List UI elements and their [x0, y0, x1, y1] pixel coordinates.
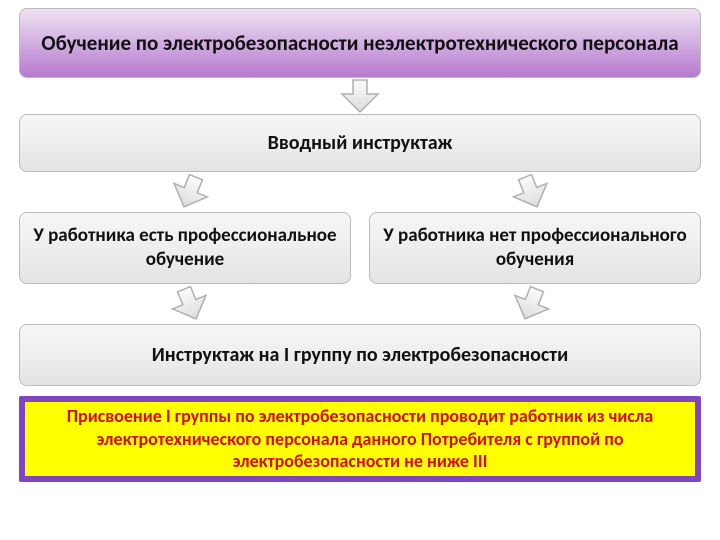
- arrow-down-left-icon: [160, 172, 220, 212]
- split-row: У работника есть профессиональное обучен…: [19, 212, 701, 284]
- split-right-box: У работника нет профессионального обучен…: [369, 212, 701, 284]
- header-label: Обучение по электробезопасности неэлектр…: [41, 30, 678, 56]
- split-left-box: У работника есть профессиональное обучен…: [19, 212, 351, 284]
- split-right-label: У работника нет профессионального обучен…: [380, 224, 690, 272]
- footer-outer: Присвоение I группы по электробезопаснос…: [19, 396, 701, 482]
- arrow-row-3: [19, 284, 701, 324]
- arrow-down-icon: [338, 78, 382, 114]
- arrow-row-1: [19, 78, 701, 114]
- row4-label: Инструктаж на I группу по электробезопас…: [152, 343, 568, 368]
- row2-label: Вводный инструктаж: [268, 131, 453, 156]
- flowchart-canvas: Обучение по электробезопасности неэлектр…: [0, 0, 720, 540]
- header-box: Обучение по электробезопасности неэлектр…: [19, 8, 701, 78]
- arrow-down-right-icon: [501, 172, 561, 212]
- arrow-row-2: [19, 172, 701, 212]
- row2-box: Вводный инструктаж: [19, 114, 701, 172]
- footer-label: Присвоение I группы по электробезопаснос…: [35, 405, 685, 473]
- arrow-down-left-icon: [501, 284, 561, 324]
- arrow-down-right-icon: [160, 284, 220, 324]
- row4-box: Инструктаж на I группу по электробезопас…: [19, 324, 701, 386]
- footer-box: Присвоение I группы по электробезопаснос…: [25, 402, 695, 476]
- split-left-label: У работника есть профессиональное обучен…: [30, 224, 340, 272]
